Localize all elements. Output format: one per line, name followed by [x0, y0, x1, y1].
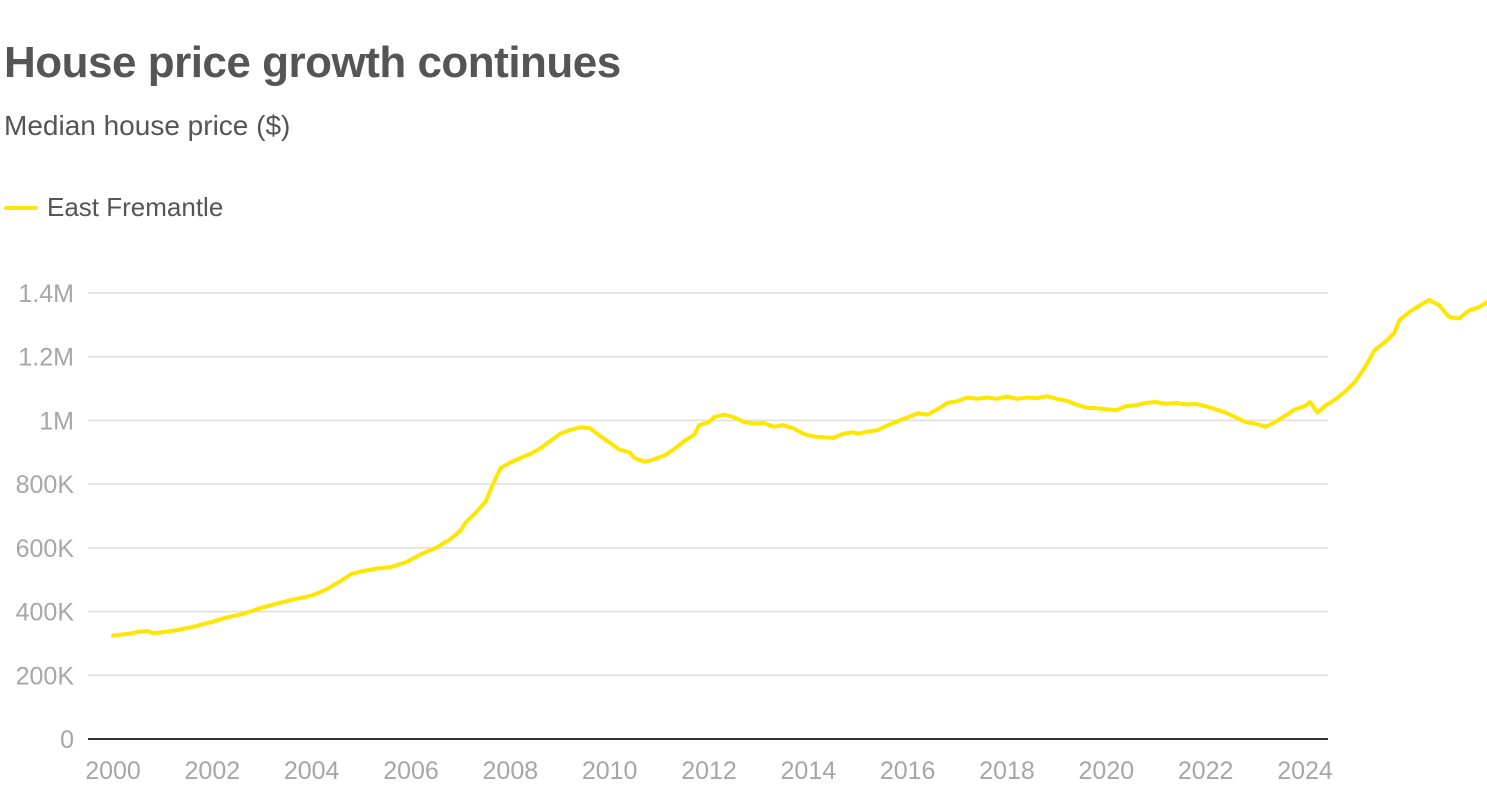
legend-label-east-fremantle: East Fremantle	[47, 192, 224, 222]
x-tick-label: 2006	[383, 757, 439, 785]
x-tick-label: 2010	[582, 757, 638, 785]
legend-swatch-east-fremantle	[4, 205, 38, 210]
x-tick-label: 2016	[880, 757, 936, 785]
x-tick-label: 2008	[483, 757, 539, 785]
x-tick-label: 2022	[1178, 757, 1234, 785]
x-tick-label: 2000	[85, 757, 141, 785]
series-line-east-fremantle	[111, 298, 1487, 638]
y-tick-label: 1.4M	[18, 280, 74, 308]
x-tick-label: 2018	[979, 757, 1035, 785]
y-tick-label: 600K	[16, 535, 75, 563]
x-tick-label: 2014	[781, 757, 837, 785]
legend: East Fremantle	[4, 192, 223, 223]
y-tick-label: 0	[60, 726, 74, 754]
y-tick-label: 1.2M	[18, 344, 74, 372]
x-tick-label: 2002	[185, 757, 241, 785]
y-tick-label: 400K	[16, 599, 75, 627]
x-tick-label: 2004	[284, 757, 340, 785]
x-tick-label: 2012	[681, 757, 737, 785]
y-tick-label: 1M	[39, 407, 74, 435]
x-tick-label: 2020	[1079, 757, 1135, 785]
chart-subtitle: Median house price ($)	[4, 110, 291, 141]
y-tick-label: 200K	[16, 662, 75, 690]
x-tick-label: 2024	[1277, 757, 1333, 785]
chart-title: House price growth continues	[4, 38, 621, 87]
y-tick-label: 800K	[16, 471, 75, 499]
